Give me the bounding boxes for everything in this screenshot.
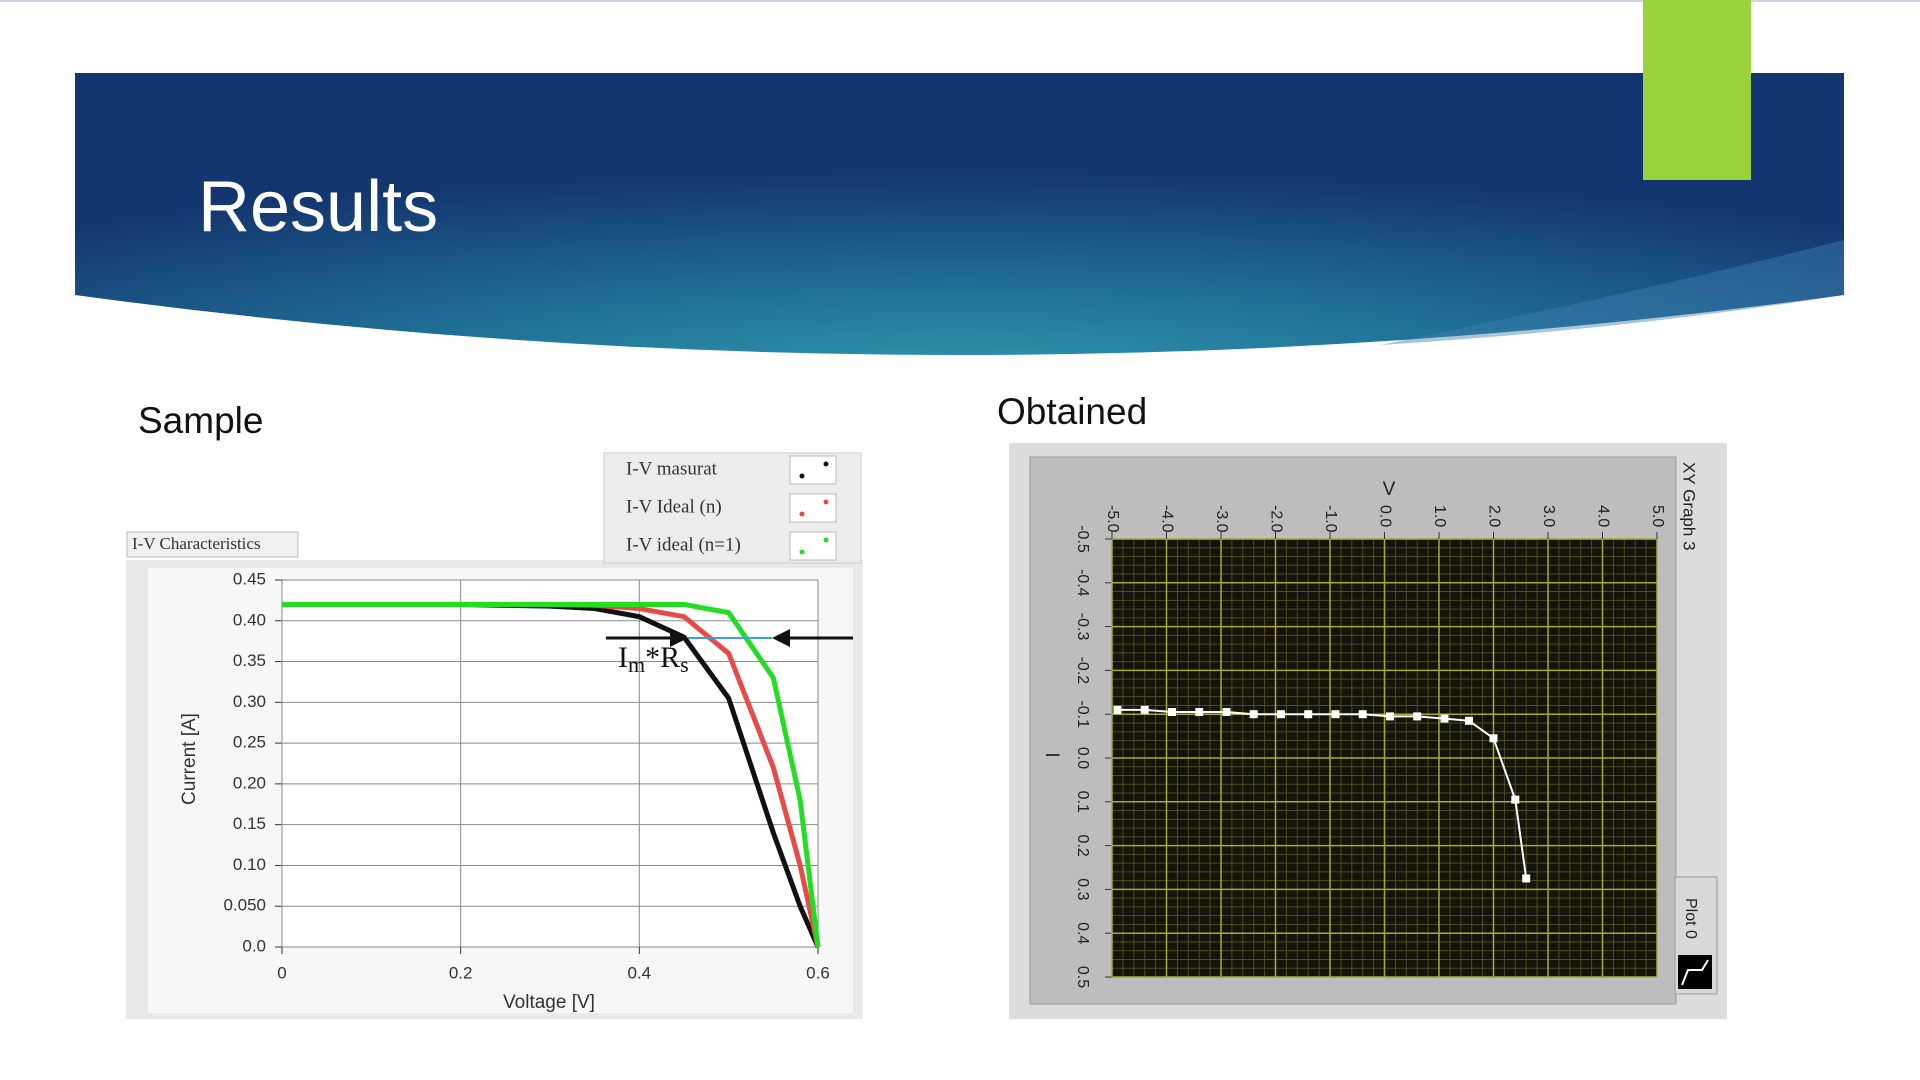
series-line — [282, 601, 821, 948]
legend-swatch — [789, 493, 837, 523]
header-band — [75, 73, 1844, 355]
data-point — [1464, 716, 1473, 725]
chart-title-tab — [126, 531, 299, 558]
x-tick-label: 0 — [277, 963, 286, 982]
y-tick-label: 0.4 — [1074, 922, 1091, 944]
legend-swatch — [789, 531, 837, 561]
x-tick-label: -3.0 — [1213, 505, 1230, 533]
y-tick-label: 0.45 — [233, 569, 266, 588]
y-axis-label: Current [A] — [179, 713, 200, 805]
legend-marker — [823, 461, 829, 467]
x-tick-label: 4.0 — [1594, 505, 1611, 527]
legend-marker — [823, 537, 829, 543]
x-tick-label: -5.0 — [1104, 505, 1121, 533]
legend-marker — [823, 499, 829, 505]
data-point — [1358, 710, 1367, 719]
annotation-part: I — [618, 641, 628, 674]
data-point — [1276, 710, 1285, 719]
y-tick-label: 0.050 — [223, 896, 266, 915]
y-tick-label: 0.0 — [1074, 747, 1091, 769]
y-tick-label: 0.5 — [1074, 966, 1091, 988]
y-tick-label: 0.35 — [233, 651, 266, 670]
y-tick-label: 0.10 — [233, 855, 266, 874]
data-point — [1113, 705, 1122, 714]
chart-title: I-V Characteristics — [132, 534, 261, 553]
y-tick-label: 0.2 — [1074, 834, 1091, 856]
legend-label: I-V ideal (n=1) — [626, 534, 741, 555]
data-point — [1167, 708, 1176, 717]
x-tick-label: -2.0 — [1267, 505, 1284, 533]
accent-tab — [1643, 0, 1751, 180]
data-point — [1222, 708, 1231, 717]
legend-icon-line — [1681, 959, 1709, 986]
legend-marker — [799, 473, 805, 479]
data-point — [1413, 712, 1422, 721]
data-point — [1331, 710, 1340, 719]
legend-swatch — [789, 455, 837, 485]
y-tick-label: -0.2 — [1074, 657, 1091, 685]
x-tick-label: -4.0 — [1158, 505, 1175, 533]
chart-title: XY Graph 3 — [1680, 462, 1699, 551]
data-point — [1522, 874, 1531, 883]
y-axis-label: I — [1041, 752, 1062, 757]
y-tick-label: -0.3 — [1074, 613, 1091, 641]
annotation: Im*Rs — [618, 641, 689, 677]
y-tick-label: 0.15 — [233, 814, 266, 833]
annotation-arrowhead — [670, 629, 688, 647]
plot-area — [281, 579, 819, 948]
x-tick-label: 3.0 — [1540, 505, 1557, 527]
legend-marker — [799, 549, 805, 555]
annotation-arrowhead — [772, 629, 790, 647]
legend-label: Plot 0 — [1682, 898, 1699, 939]
x-tick-label: 5.0 — [1649, 505, 1666, 527]
x-axis-label: Voltage [V] — [503, 992, 595, 1013]
y-tick-label: 0.30 — [233, 692, 266, 711]
data-point — [1385, 712, 1394, 721]
x-tick-label: 0.4 — [628, 963, 652, 982]
section-label: Obtained — [997, 391, 1147, 432]
x-tick-label: 0.2 — [449, 963, 473, 982]
annotation-part: *R — [645, 641, 680, 674]
data-point — [1249, 710, 1258, 719]
data-point — [1304, 710, 1313, 719]
y-tick-label: -0.4 — [1074, 569, 1091, 597]
annotation-part: s — [680, 652, 689, 677]
data-point — [1140, 705, 1149, 714]
legend-label: I-V Ideal (n) — [626, 496, 722, 517]
x-tick-label: 2.0 — [1485, 505, 1502, 527]
x-axis-label: V — [1383, 479, 1396, 500]
data-point — [1195, 708, 1204, 717]
y-tick-label: 0.40 — [233, 610, 266, 629]
y-tick-label: 0.0 — [242, 936, 266, 955]
legend-label: I-V masurat — [626, 458, 718, 479]
data-point — [1511, 795, 1520, 804]
y-tick-label: -0.5 — [1074, 525, 1091, 553]
annotation-part: m — [628, 652, 645, 677]
x-tick-label: -1.0 — [1322, 505, 1339, 533]
x-tick-label: 0.0 — [1376, 505, 1393, 527]
y-tick-label: -0.1 — [1074, 700, 1091, 728]
section-label: Sample — [138, 400, 263, 441]
data-point — [1489, 734, 1498, 743]
y-tick-label: 0.25 — [233, 733, 266, 752]
y-tick-label: 0.3 — [1074, 878, 1091, 900]
slide-title: Results — [198, 167, 438, 247]
y-tick-label: 0.1 — [1074, 791, 1091, 813]
legend-marker — [799, 511, 805, 517]
x-tick-label: 0.6 — [806, 963, 830, 982]
data-point — [1440, 714, 1449, 723]
y-tick-label: 0.20 — [233, 773, 266, 792]
header-swoosh — [1380, 240, 1844, 345]
x-tick-label: 1.0 — [1431, 505, 1448, 527]
